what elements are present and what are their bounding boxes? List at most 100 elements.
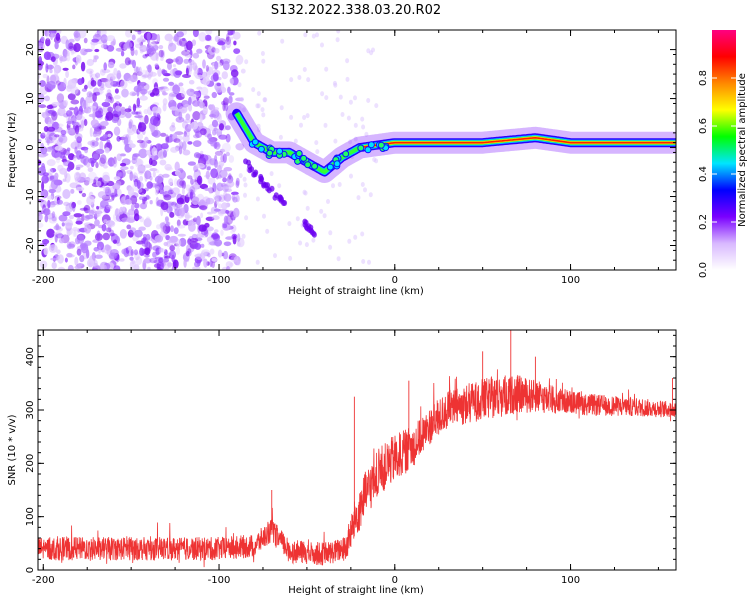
noise-blob <box>84 147 89 154</box>
noise-blob <box>223 167 233 172</box>
noise-blob <box>57 107 66 117</box>
noise-blob <box>136 139 144 144</box>
noise-blob <box>228 95 233 104</box>
noise-blob <box>92 58 97 63</box>
colorbar-tick-label: 0.8 <box>698 70 709 86</box>
noise-blob <box>45 38 51 47</box>
noise-blob <box>74 32 81 42</box>
noise-blob <box>221 71 228 80</box>
noise-blob <box>65 110 73 117</box>
noise-blob <box>94 219 100 227</box>
noise-blob <box>101 101 111 108</box>
noise-blob <box>119 258 125 262</box>
noise-blob <box>84 84 88 90</box>
noise-blob <box>219 123 224 131</box>
noise-blob <box>203 93 209 101</box>
noise-blob <box>106 220 116 228</box>
noise-blob <box>230 255 239 263</box>
noise-blob <box>244 215 249 221</box>
noise-blob <box>195 252 203 260</box>
noise-blob <box>102 232 111 241</box>
noise-blob <box>162 173 170 178</box>
noise-blob <box>337 182 342 187</box>
noise-blob <box>289 114 294 120</box>
noise-blob <box>235 54 244 65</box>
noise-blob <box>127 245 132 251</box>
noise-blob <box>59 56 68 62</box>
noise-blob <box>217 203 223 209</box>
noise-blob <box>45 133 52 139</box>
noise-blob <box>211 258 218 262</box>
noise-blob <box>140 69 148 80</box>
noise-blob <box>43 247 49 256</box>
noise-blob <box>105 220 115 227</box>
noise-blob <box>98 157 106 167</box>
noise-blob <box>173 138 181 143</box>
noise-blob <box>51 216 57 222</box>
noise-blob <box>233 207 240 218</box>
side-branch-mark <box>253 169 259 176</box>
noise-blob <box>240 68 246 74</box>
noise-blob <box>176 40 183 46</box>
noise-blob <box>102 174 110 184</box>
noise-blob <box>105 111 114 121</box>
noise-blob <box>235 177 240 186</box>
noise-blob <box>371 47 375 53</box>
noise-blob <box>363 187 367 193</box>
noise-blob <box>190 238 199 243</box>
noise-blob <box>150 123 155 133</box>
noise-blob <box>320 42 324 48</box>
noise-blob <box>120 50 125 57</box>
noise-blob <box>184 215 193 219</box>
noise-blob <box>128 143 136 148</box>
noise-blob <box>142 196 148 202</box>
noise-blob <box>257 30 262 36</box>
noise-blob <box>112 212 122 223</box>
noise-blob <box>113 239 117 245</box>
noise-blob <box>150 51 159 61</box>
noise-blob <box>236 260 241 266</box>
noise-blob <box>201 249 211 256</box>
noise-blob <box>251 87 256 93</box>
noise-blob <box>154 235 164 243</box>
noise-blob <box>202 106 208 115</box>
noise-blob <box>119 63 127 69</box>
noise-blob <box>190 121 199 130</box>
noise-blob <box>256 123 261 129</box>
noise-blob <box>216 182 224 192</box>
noise-blob <box>124 108 132 113</box>
noise-blob <box>141 243 148 247</box>
noise-blob <box>177 224 186 229</box>
noise-blob <box>87 258 95 268</box>
noise-blob <box>62 161 69 167</box>
noise-blob <box>95 180 102 187</box>
noise-blob <box>302 189 307 195</box>
noise-blob <box>137 133 144 140</box>
noise-blob <box>192 111 201 121</box>
noise-blob <box>68 241 76 248</box>
noise-blob <box>104 198 113 203</box>
noise-blob <box>200 150 204 155</box>
noise-blob <box>100 82 105 88</box>
noise-blob <box>50 56 56 62</box>
noise-blob <box>346 115 351 121</box>
noise-blob <box>99 68 106 76</box>
noise-blob <box>221 142 231 153</box>
noise-blob <box>46 136 50 146</box>
noise-blob <box>183 258 187 268</box>
noise-blob <box>199 205 208 211</box>
noise-blob <box>53 66 59 76</box>
noise-blob <box>222 153 227 163</box>
colorbar-tick-label: 0.6 <box>698 118 709 134</box>
snr-marks <box>38 330 676 568</box>
noise-blob <box>184 124 192 132</box>
noise-blob <box>315 149 320 155</box>
noise-blob <box>162 77 170 82</box>
noise-blob <box>219 148 225 153</box>
trace-blob <box>304 161 312 169</box>
noise-blob <box>109 186 118 196</box>
spectrogram-frame <box>37 29 677 271</box>
noise-blob <box>211 119 219 128</box>
side-branch-mark <box>303 224 309 231</box>
noise-blob <box>165 221 170 227</box>
